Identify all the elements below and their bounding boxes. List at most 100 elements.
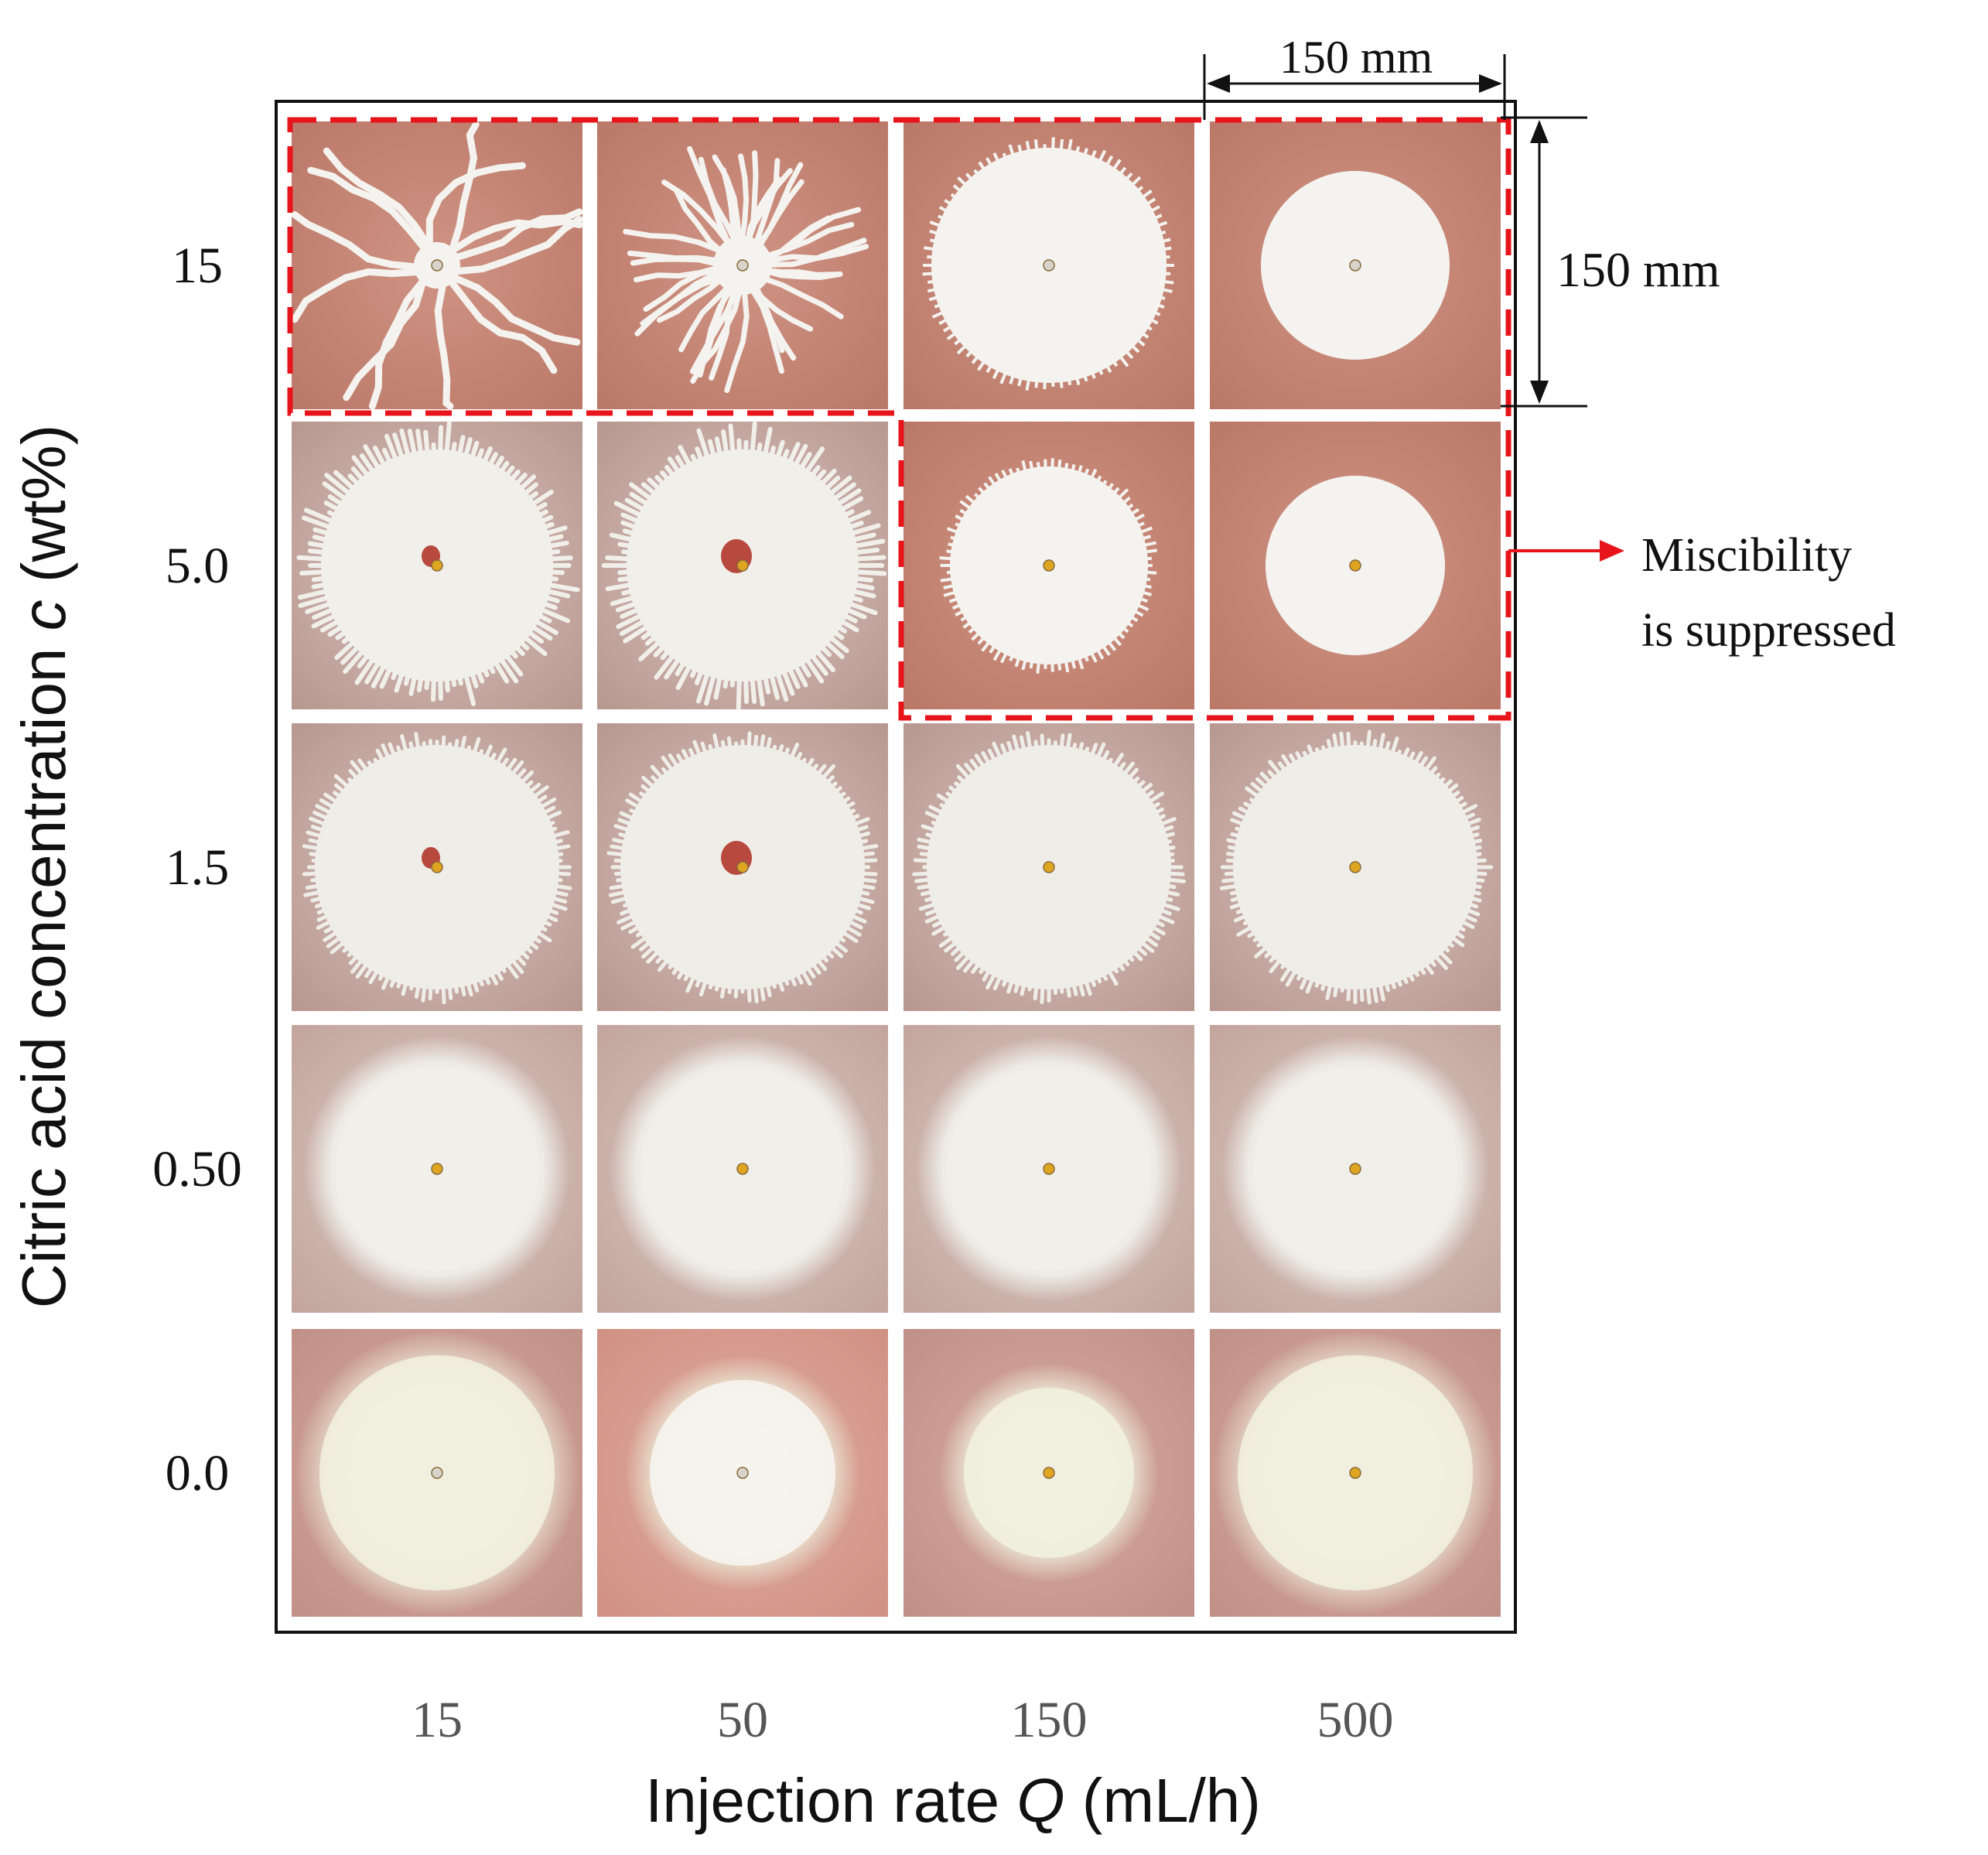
fringe-tip [834, 496, 864, 515]
fringe-tip [675, 658, 695, 690]
fringe-tip [1230, 818, 1248, 828]
fringe-tip [1417, 756, 1429, 771]
fringe-tip [989, 644, 997, 654]
fringe-tip [722, 670, 730, 689]
fringe-tip [929, 220, 942, 228]
fringe-tip [1256, 939, 1266, 948]
fringe-tip [541, 581, 580, 593]
fringe-tip [552, 852, 564, 857]
fringe-tip [946, 549, 955, 554]
fringe-tip [675, 655, 689, 676]
fringe-tip [1436, 777, 1446, 787]
fringe-tip [1460, 913, 1477, 923]
fringe-tip [623, 621, 654, 644]
fringe-tip [1451, 795, 1464, 805]
injection-port [1349, 1467, 1361, 1479]
fringe-tip [494, 967, 504, 981]
fringe-tip [823, 775, 835, 787]
fringe-tip [1395, 750, 1402, 760]
fringe-tip [690, 453, 700, 470]
finger [433, 217, 583, 269]
fringe-tip [844, 593, 863, 603]
fringe-tip [1378, 980, 1385, 1002]
fringe-tip [770, 744, 777, 756]
fringe-tip [791, 443, 808, 473]
fringe-tip [971, 630, 982, 641]
fringe-tip [944, 939, 960, 953]
fringe-tip [694, 664, 706, 685]
fringe-tip [842, 801, 856, 811]
fringe-tip [842, 521, 864, 531]
fringe-tip [1012, 734, 1021, 756]
fringe-tip [942, 324, 953, 333]
fringe-tip [548, 895, 568, 904]
fringe-tip [310, 825, 327, 833]
injection-port [736, 559, 749, 572]
fringe-tip [1036, 462, 1041, 470]
fringe-tip [350, 760, 365, 778]
fringe-tip [848, 548, 880, 556]
fringe-tip [414, 981, 421, 999]
fringe-tip [831, 488, 862, 510]
fringe-tip [1151, 807, 1165, 816]
fringe-tip [1115, 762, 1126, 774]
fringe-tip [999, 371, 1008, 384]
row-label: 1.5 [166, 839, 230, 896]
finger [433, 261, 454, 410]
fringe-tip [714, 436, 724, 462]
fringe-tip [1162, 839, 1173, 845]
injection-port [1043, 559, 1055, 572]
fringe-tip [1279, 963, 1293, 982]
fringe-tip [1468, 839, 1483, 845]
fringe-tip [1149, 801, 1160, 811]
fringe-tip [357, 758, 371, 774]
fringe-tip [695, 666, 712, 704]
fringe-tip [1106, 640, 1117, 651]
fringe-tip [683, 969, 692, 982]
photo-panel [903, 121, 1194, 409]
fringe-tip [1267, 770, 1279, 782]
fringe-tip [1142, 541, 1157, 548]
fringe-tip [655, 952, 666, 964]
fringe-tip [522, 780, 534, 791]
fringe-tip [1395, 975, 1402, 987]
fringe-tip [616, 610, 648, 630]
fringe-tip [625, 798, 643, 811]
fringe-tip [1014, 656, 1021, 668]
fringe-tip [530, 934, 541, 944]
fringe-tip [848, 555, 886, 562]
fringe-tip [1077, 465, 1083, 475]
fringe-tip [391, 664, 401, 681]
fringe-tip [965, 349, 974, 358]
fringe-tip [619, 616, 651, 637]
fringe-tip [736, 438, 743, 460]
fringe-tip [946, 570, 954, 575]
fringe-tip [483, 744, 493, 762]
photo-panel [597, 723, 888, 1011]
fringe-tip [624, 497, 651, 515]
fringe-tip [1156, 302, 1165, 309]
fringe-tip [1083, 746, 1090, 757]
fringe-tip [671, 963, 681, 975]
fringe-tip [551, 844, 571, 851]
fringe-tip [929, 229, 940, 236]
fringe-tip [1033, 139, 1039, 152]
fringe-tip [846, 581, 875, 590]
fringe-tip [1025, 377, 1031, 391]
fringe-tip [1090, 371, 1096, 379]
fringe-tip [431, 671, 437, 702]
fringe-tip [371, 658, 389, 688]
fringe-tip [943, 929, 953, 937]
photo-panel [903, 422, 1194, 709]
fringe-tip [428, 982, 433, 1001]
fringe-tip [1269, 952, 1279, 963]
fringe-tip [928, 295, 940, 302]
fringe-tip [939, 803, 949, 811]
fringe-tip [925, 832, 938, 839]
fringe-tip [447, 742, 453, 753]
fringe-tip [312, 810, 332, 822]
fringe-tip [1233, 913, 1250, 923]
fringe-tip [1095, 972, 1102, 984]
fringe-tip [777, 977, 785, 992]
fringe-tip [660, 470, 675, 487]
